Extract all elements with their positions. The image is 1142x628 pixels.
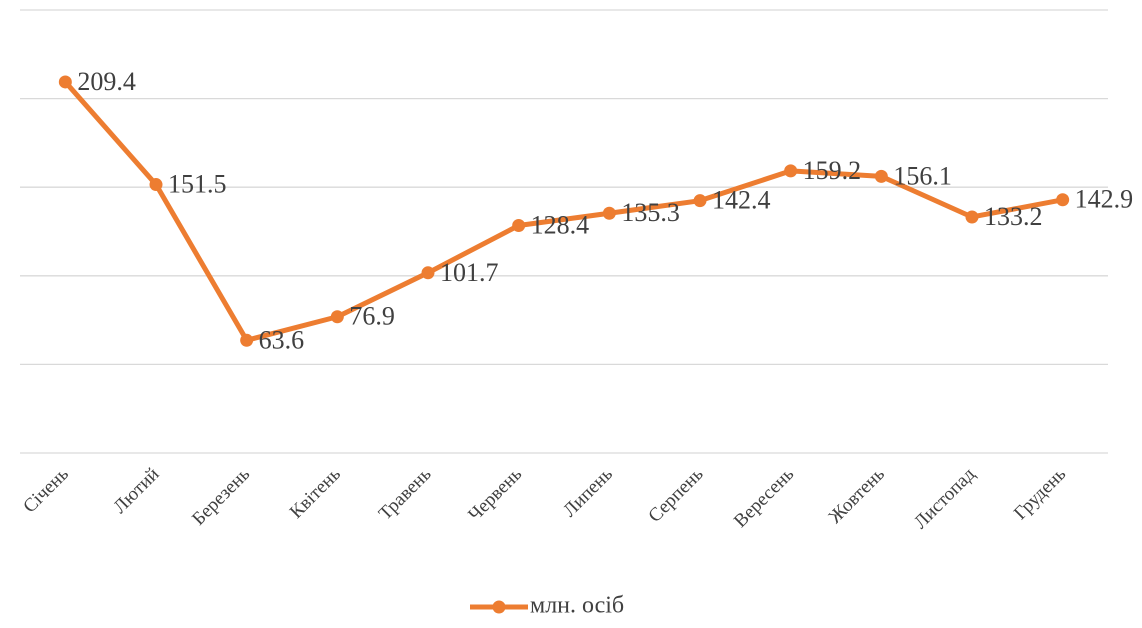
x-tick-label: Червень: [464, 463, 526, 525]
x-tick-label: Березень: [188, 463, 254, 529]
data-label: 76.9: [349, 302, 395, 331]
x-tick-label: Грудень: [1010, 463, 1071, 524]
marker: [1056, 193, 1070, 207]
legend-label: млн. осіб: [530, 593, 624, 619]
legend-marker: [492, 600, 506, 614]
x-tick-label: Вересень: [730, 463, 798, 531]
marker: [602, 206, 616, 220]
data-label: 156.1: [893, 161, 952, 190]
marker: [330, 310, 344, 324]
x-tick-label: Січень: [19, 463, 73, 517]
data-label: 142.4: [712, 186, 771, 215]
data-label: 135.3: [621, 198, 680, 227]
x-tick-label: Липень: [559, 463, 617, 521]
marker: [421, 266, 435, 280]
x-tick-label: Лютий: [109, 464, 163, 518]
data-label: 133.2: [984, 202, 1043, 231]
data-label: 63.6: [259, 325, 305, 354]
marker: [874, 169, 888, 183]
x-tick-label: Листопад: [910, 463, 980, 533]
marker: [693, 194, 707, 208]
x-tick-label: Квітень: [286, 463, 345, 522]
marker: [149, 178, 163, 192]
marker: [58, 75, 72, 89]
data-label: 101.7: [440, 258, 499, 287]
data-label: 159.2: [803, 156, 862, 185]
data-label: 142.9: [1075, 185, 1134, 214]
x-tick-label: Серпень: [644, 463, 707, 526]
line: [63, 80, 1064, 343]
marker: [240, 333, 254, 347]
x-tick-label: Травень: [375, 463, 436, 524]
marker: [512, 218, 526, 232]
data-label: 151.5: [168, 170, 227, 199]
data-label: 209.4: [77, 67, 136, 96]
marker: [965, 210, 979, 224]
data-label: 128.4: [531, 210, 590, 239]
x-tick-label: Жовтень: [825, 463, 889, 527]
marker: [784, 164, 798, 178]
